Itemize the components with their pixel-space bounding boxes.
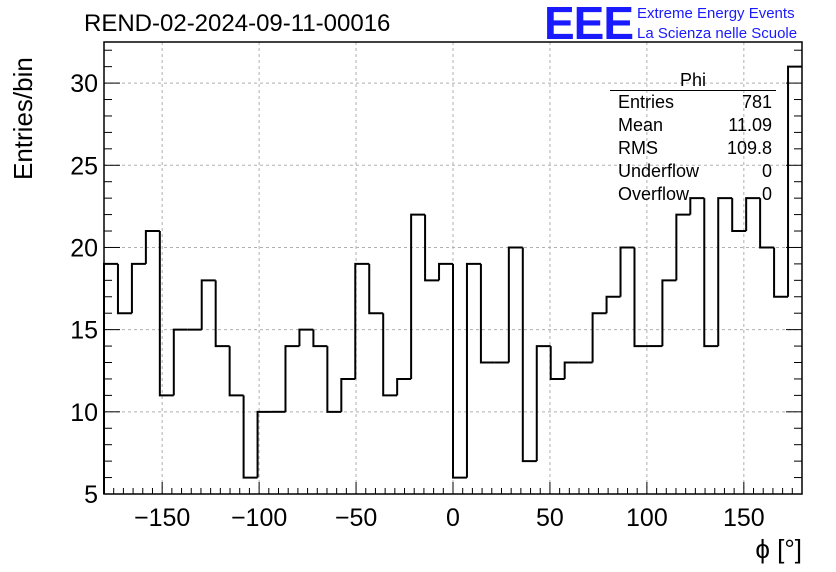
histogram-bin (130, 262, 146, 314)
histogram-bin (284, 345, 300, 412)
histogram-bin (242, 395, 258, 479)
stats-value: 0 (761, 161, 772, 181)
histogram-bin (452, 263, 467, 479)
x-tick-label: 50 (536, 504, 564, 532)
y-tick-label: 10 (70, 399, 98, 427)
histogram-bin (256, 410, 272, 478)
stats-row: RMS 109.8 (610, 137, 776, 160)
x-tick-label: 0 (446, 504, 460, 532)
x-tick-label: −50 (335, 504, 377, 532)
stats-value: 109.8 (726, 138, 772, 158)
histogram-bin (424, 214, 440, 282)
histogram-bin (396, 377, 412, 396)
histogram-bin (479, 263, 495, 364)
histogram-bin (172, 328, 188, 396)
stats-title: Phi (610, 70, 776, 91)
histogram-bin (717, 197, 733, 347)
histogram-bin (368, 263, 384, 315)
histogram-bin (410, 213, 426, 379)
histogram-bin (703, 198, 719, 348)
x-tick-label: −150 (134, 504, 190, 532)
axis-ticks (104, 49, 802, 495)
histogram-bin (675, 213, 691, 281)
y-tick-label: 5 (84, 481, 98, 509)
eee-logo: EEE (544, 0, 634, 49)
histogram-bin (689, 197, 705, 215)
tick-labels: −150 −100 −50 0 50 100 150 5 10 15 20 25 30 (70, 70, 765, 532)
histogram-bin (158, 231, 174, 397)
logo-tagline-2: La Scienza nelle Scuole (637, 25, 798, 42)
histogram-bin (144, 230, 160, 264)
x-axis-label: ϕ [°] (755, 534, 802, 564)
x-tick-label: −100 (231, 504, 287, 532)
y-tick-label: 30 (70, 70, 98, 98)
histogram-bin (745, 197, 761, 232)
y-axis-label: Entries/bin (8, 57, 38, 180)
histogram-bin (228, 346, 244, 397)
stats-label: Underflow (618, 161, 700, 181)
histogram-bin (773, 247, 789, 298)
stats-row: Underflow 0 (610, 160, 776, 183)
histogram-bins (103, 65, 802, 494)
histogram-bin (465, 262, 481, 478)
x-tick-label: 150 (723, 504, 765, 532)
histogram-bin (354, 262, 370, 379)
stats-row: Entries 781 (610, 91, 776, 114)
histogram-bin (591, 312, 607, 363)
histogram-bin (535, 345, 551, 462)
y-tick-label: 15 (70, 317, 98, 345)
histogram-bin (326, 346, 342, 413)
histogram-bin (200, 279, 216, 330)
stats-label: Entries (618, 92, 675, 112)
stats-value: 0 (761, 184, 772, 204)
stats-value: 11.09 (728, 115, 772, 135)
run-title: REND-02-2024-09-11-00016 (84, 10, 391, 37)
histogram-bin (661, 279, 677, 347)
histogram-bin (605, 295, 621, 314)
histogram-bin (731, 198, 747, 233)
stats-value: 781 (741, 92, 772, 112)
logo-tagline-1: Extreme Energy Events (637, 5, 795, 22)
histogram-bin (521, 247, 537, 463)
histogram-bin (116, 263, 132, 315)
y-tick-label: 25 (70, 152, 98, 180)
x-tick-label: 100 (626, 504, 668, 532)
y-tick-label: 20 (70, 234, 98, 262)
histogram-bin (298, 328, 314, 347)
histogram-bin (549, 346, 565, 380)
histogram-bin (563, 361, 579, 379)
histogram-bin (633, 247, 649, 348)
stats-label: RMS (618, 138, 658, 158)
stats-row: Overflow 0 (610, 183, 776, 206)
stats-label: Overflow (618, 184, 690, 204)
histogram-bin (312, 329, 328, 348)
histogram-bin (340, 377, 356, 412)
stats-row: Mean 11.09 (610, 114, 776, 137)
histogram-bin (507, 246, 523, 363)
stats-box: Phi Entries 781 Mean 11.09 RMS 109.8 Und… (610, 70, 776, 206)
stats-label: Mean (618, 115, 664, 135)
histogram-bin (619, 246, 635, 297)
histogram-bin (438, 262, 453, 281)
histogram-bin (759, 198, 775, 249)
histogram-bin (382, 313, 398, 397)
histogram-bin (214, 280, 230, 348)
